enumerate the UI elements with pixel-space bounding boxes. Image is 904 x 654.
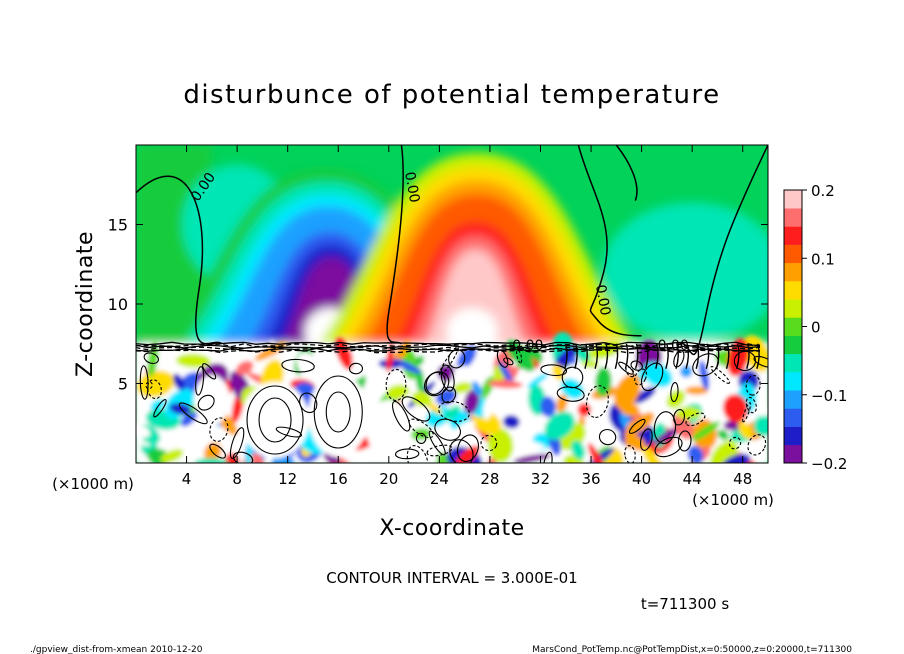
colorbar-segment xyxy=(784,426,802,446)
x-tick-label: 4 xyxy=(182,470,192,488)
colorbar-tick-label: −0.1 xyxy=(811,387,847,405)
contour-interval-label: CONTOUR INTERVAL = 3.000E-01 xyxy=(326,569,577,587)
colorbar-segment xyxy=(784,244,802,264)
x-tick-label: 12 xyxy=(278,470,297,488)
colorbar-ticks: 0.2 0.1 0 −0.1 −0.2 xyxy=(802,182,847,473)
y-tick-label: 5 xyxy=(118,375,128,394)
colorbar-tick-label: 0.2 xyxy=(811,182,835,200)
x-tick-label: 48 xyxy=(733,470,752,488)
x-tick-label: 44 xyxy=(683,470,702,488)
x-tick-label: 24 xyxy=(430,470,449,488)
colorbar-segment xyxy=(784,208,802,227)
time-label: t=711300 s xyxy=(641,595,729,613)
x-tick-label: 8 xyxy=(232,470,242,488)
colorbar-segment xyxy=(784,281,802,300)
plot-field: 0.00 0.000.000.00 0.00 xyxy=(136,145,768,463)
colorbar-segment xyxy=(784,190,802,209)
colorbar-segment xyxy=(784,317,802,336)
contour-label: 0.00 xyxy=(512,338,543,354)
x-unit-left: (×1000 m) xyxy=(52,475,134,493)
colorbar-segment xyxy=(784,353,802,373)
y-tick-label: 15 xyxy=(108,216,128,235)
x-unit-right: (×1000 m) xyxy=(692,491,774,509)
colorbar-segment xyxy=(784,335,802,355)
colorbar-segment xyxy=(784,226,802,245)
contour-label: 0.00 xyxy=(658,338,689,354)
x-tick-label: 16 xyxy=(329,470,348,488)
x-tick-label: 32 xyxy=(531,470,550,488)
x-tick-label: 40 xyxy=(632,470,651,488)
footer-left: ./gpview_dist-from-xmean 2010-12-20 xyxy=(30,645,203,654)
colorbar xyxy=(783,189,803,464)
colorbar-tick-label: 0 xyxy=(811,319,821,337)
x-tick-label: 36 xyxy=(581,470,600,488)
colorbar-segment xyxy=(784,390,802,409)
colorbar-segment xyxy=(784,262,802,282)
colorbar-tick-label: 0.1 xyxy=(811,250,835,268)
colorbar-tick-label: −0.2 xyxy=(811,455,847,473)
footer-right: MarsCond_PotTemp.nc@PotTempDist,x=0:5000… xyxy=(532,645,852,654)
colorbar-segment xyxy=(784,372,802,391)
y-axis: 5 10 15 xyxy=(108,216,768,394)
x-axis: 4 8 12 16 20 24 28 32 36 40 44 48 xyxy=(182,145,752,488)
x-tick-label: 28 xyxy=(480,470,499,488)
contour-label: 0.00 xyxy=(592,283,613,316)
chart-title: disturbunce of potential temperature xyxy=(183,80,720,110)
x-tick-label: 20 xyxy=(379,470,398,488)
colorbar-segment xyxy=(784,299,802,318)
x-axis-label: X-coordinate xyxy=(379,516,524,541)
y-axis-label: Z-coordinate xyxy=(73,231,98,377)
y-tick-label: 10 xyxy=(108,295,128,314)
contour-label: 0.00 xyxy=(401,170,422,203)
colorbar-segment xyxy=(784,408,802,427)
colorbar-segment xyxy=(784,444,802,464)
